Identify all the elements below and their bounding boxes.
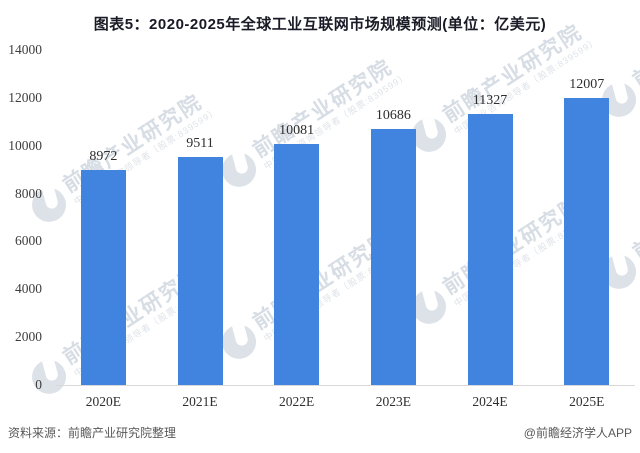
bar-value-label-2021E: 9511 [186,136,214,151]
bar-value-label-2020E: 8972 [89,149,118,164]
y-tick-label-8000: 8000 [15,185,42,201]
bar-2022E [274,144,320,385]
bar-value-label-2024E: 11327 [472,93,508,108]
bar-group-2025E: 12007 [538,50,635,385]
y-tick-label-6000: 6000 [15,233,42,249]
y-axis: 0 2000 4000 6000 8000 10000 12000 14000 [0,42,46,392]
x-tick-label-2021E: 2021E [182,394,218,409]
bar-group-2022E: 10081 [248,50,345,385]
y-tick-label-0: 0 [35,377,42,392]
bar-value-label-2022E: 10081 [279,123,315,138]
y-tick-label-4000: 4000 [15,281,42,297]
y-tick-label-14000: 14000 [8,42,42,57]
y-tick-label-2000: 2000 [15,329,42,345]
chart-title: 图表5：2020-2025年全球工业互联网市场规模预测(单位：亿美元) [93,16,547,33]
bar-2020E [80,170,126,385]
bar-2024E [467,114,513,385]
x-tick-label-2023E: 2023E [375,394,411,409]
bar-group-2020E: 8972 [55,50,152,385]
bar-group-2024E: 11327 [442,50,539,385]
bar-2025E [564,98,610,385]
bar-2023E [370,129,416,385]
x-tick-label-2022E: 2022E [279,394,315,409]
x-axis: 2020E 2021E 2022E 2023E 2024E 2025E [55,386,635,410]
bar-group-2021E: 9511 [152,50,249,385]
bar-2021E [177,157,223,385]
x-tick-label-2024E: 2024E [472,394,508,409]
plot-area: 8972 9511 10081 10686 11327 12007 [55,50,635,386]
y-tick-label-10000: 10000 [8,137,42,153]
credit-note: @前瞻经济学人APP [523,426,632,440]
bar-group-2023E: 10686 [345,50,442,385]
bar-value-label-2023E: 10686 [375,108,411,123]
bar-value-label-2025E: 12007 [569,77,605,92]
source-note: 资料来源：前瞻产业研究院整理 [8,426,177,440]
x-tick-label-2025E: 2025E [569,394,605,409]
x-tick-label-2020E: 2020E [85,394,121,409]
y-tick-label-12000: 12000 [8,89,42,105]
